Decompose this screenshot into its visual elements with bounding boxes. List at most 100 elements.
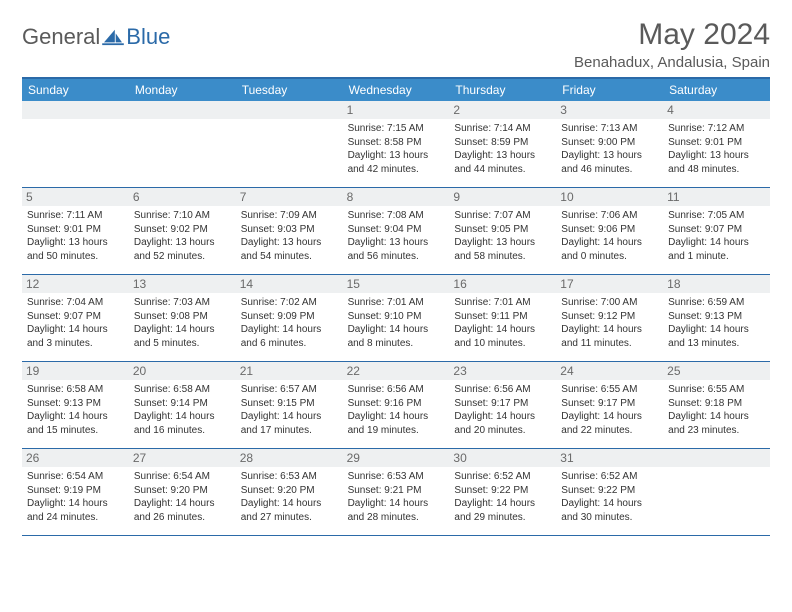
day-number: 1 [343,101,450,119]
logo-text-blue: Blue [126,24,170,50]
calendar-day: 11Sunrise: 7:05 AMSunset: 9:07 PMDayligh… [663,188,770,274]
day-number: 29 [343,449,450,467]
day-number: 15 [343,275,450,293]
daylight-line: Daylight: 14 hours and 20 minutes. [454,410,551,437]
daylight-line: Daylight: 13 hours and 56 minutes. [348,236,445,263]
sunrise-line: Sunrise: 6:58 AM [134,383,231,397]
sunset-line: Sunset: 9:01 PM [668,136,765,150]
day-number: 3 [556,101,663,119]
sunrise-line: Sunrise: 7:12 AM [668,122,765,136]
sunrise-line: Sunrise: 6:57 AM [241,383,338,397]
sunrise-line: Sunrise: 7:11 AM [27,209,124,223]
sunset-line: Sunset: 9:00 PM [561,136,658,150]
calendar-day: 3 Sunrise: 7:13 AMSunset: 9:00 PMDaylight… [556,101,663,187]
calendar-day: 10Sunrise: 7:06 AMSunset: 9:06 PMDayligh… [556,188,663,274]
calendar-day: 19Sunrise: 6:58 AMSunset: 9:13 PMDayligh… [22,362,129,448]
daylight-line: Daylight: 14 hours and 5 minutes. [134,323,231,350]
sunrise-line: Sunrise: 7:15 AM [348,122,445,136]
sunrise-line: Sunrise: 7:05 AM [668,209,765,223]
day-number: 20 [129,362,236,380]
calendar-day [22,101,129,187]
sunrise-line: Sunrise: 6:54 AM [27,470,124,484]
logo-text-general: General [22,24,100,50]
day-number: 19 [22,362,129,380]
sunrise-line: Sunrise: 6:52 AM [561,470,658,484]
daylight-line: Daylight: 14 hours and 6 minutes. [241,323,338,350]
weekday-header-row: SundayMondayTuesdayWednesdayThursdayFrid… [22,79,770,101]
sunset-line: Sunset: 9:06 PM [561,223,658,237]
calendar-day [663,449,770,535]
calendar-day: 26Sunrise: 6:54 AMSunset: 9:19 PMDayligh… [22,449,129,535]
day-number: 17 [556,275,663,293]
sunset-line: Sunset: 9:01 PM [27,223,124,237]
title-month: May 2024 [574,18,770,52]
calendar-day: 30Sunrise: 6:52 AMSunset: 9:22 PMDayligh… [449,449,556,535]
day-number: 5 [22,188,129,206]
daylight-line: Daylight: 14 hours and 27 minutes. [241,497,338,524]
sunrise-line: Sunrise: 7:00 AM [561,296,658,310]
day-number: 7 [236,188,343,206]
weekday-header: Saturday [663,79,770,101]
day-number: 22 [343,362,450,380]
daylight-line: Daylight: 13 hours and 46 minutes. [561,149,658,176]
sunrise-line: Sunrise: 6:56 AM [454,383,551,397]
sunset-line: Sunset: 9:15 PM [241,397,338,411]
weekday-header: Sunday [22,79,129,101]
day-number: 31 [556,449,663,467]
daylight-line: Daylight: 14 hours and 29 minutes. [454,497,551,524]
calendar-day: 6Sunrise: 7:10 AMSunset: 9:02 PMDaylight… [129,188,236,274]
sunset-line: Sunset: 9:22 PM [561,484,658,498]
calendar-day: 29Sunrise: 6:53 AMSunset: 9:21 PMDayligh… [343,449,450,535]
day-number: 10 [556,188,663,206]
sunset-line: Sunset: 9:17 PM [454,397,551,411]
daylight-line: Daylight: 13 hours and 50 minutes. [27,236,124,263]
title-location: Benahadux, Andalusia, Spain [574,54,770,71]
day-number: 13 [129,275,236,293]
sunrise-line: Sunrise: 7:10 AM [134,209,231,223]
weekday-header: Tuesday [236,79,343,101]
sunset-line: Sunset: 9:20 PM [241,484,338,498]
day-number: 12 [22,275,129,293]
sunrise-line: Sunrise: 7:08 AM [348,209,445,223]
calendar-day: 8Sunrise: 7:08 AMSunset: 9:04 PMDaylight… [343,188,450,274]
day-number: 21 [236,362,343,380]
calendar-day: 31Sunrise: 6:52 AMSunset: 9:22 PMDayligh… [556,449,663,535]
day-number: 30 [449,449,556,467]
calendar-day: 22Sunrise: 6:56 AMSunset: 9:16 PMDayligh… [343,362,450,448]
daylight-line: Daylight: 13 hours and 48 minutes. [668,149,765,176]
sunrise-line: Sunrise: 7:13 AM [561,122,658,136]
sunset-line: Sunset: 8:58 PM [348,136,445,150]
daylight-line: Daylight: 14 hours and 13 minutes. [668,323,765,350]
calendar-day: 18Sunrise: 6:59 AMSunset: 9:13 PMDayligh… [663,275,770,361]
sunrise-line: Sunrise: 6:58 AM [27,383,124,397]
calendar-day: 28Sunrise: 6:53 AMSunset: 9:20 PMDayligh… [236,449,343,535]
sunrise-line: Sunrise: 7:14 AM [454,122,551,136]
daylight-line: Daylight: 14 hours and 28 minutes. [348,497,445,524]
day-number [22,101,129,119]
sunrise-line: Sunrise: 6:53 AM [241,470,338,484]
day-number: 9 [449,188,556,206]
daylight-line: Daylight: 14 hours and 3 minutes. [27,323,124,350]
day-number: 25 [663,362,770,380]
calendar-day: 2Sunrise: 7:14 AMSunset: 8:59 PMDaylight… [449,101,556,187]
calendar-day: 17Sunrise: 7:00 AMSunset: 9:12 PMDayligh… [556,275,663,361]
daylight-line: Daylight: 14 hours and 17 minutes. [241,410,338,437]
daylight-line: Daylight: 13 hours and 42 minutes. [348,149,445,176]
sunrise-line: Sunrise: 6:55 AM [561,383,658,397]
daylight-line: Daylight: 14 hours and 8 minutes. [348,323,445,350]
calendar-day: 16Sunrise: 7:01 AMSunset: 9:11 PMDayligh… [449,275,556,361]
sunset-line: Sunset: 9:10 PM [348,310,445,324]
calendar-day: 7Sunrise: 7:09 AMSunset: 9:03 PMDaylight… [236,188,343,274]
sunrise-line: Sunrise: 6:54 AM [134,470,231,484]
daylight-line: Daylight: 14 hours and 26 minutes. [134,497,231,524]
day-number: 8 [343,188,450,206]
title-block: May 2024 Benahadux, Andalusia, Spain [574,18,770,71]
calendar-day [129,101,236,187]
weekday-header: Monday [129,79,236,101]
calendar-day [236,101,343,187]
calendar-day: 25Sunrise: 6:55 AMSunset: 9:18 PMDayligh… [663,362,770,448]
sunrise-line: Sunrise: 6:59 AM [668,296,765,310]
sunrise-line: Sunrise: 7:06 AM [561,209,658,223]
day-number [236,101,343,119]
sunset-line: Sunset: 9:14 PM [134,397,231,411]
